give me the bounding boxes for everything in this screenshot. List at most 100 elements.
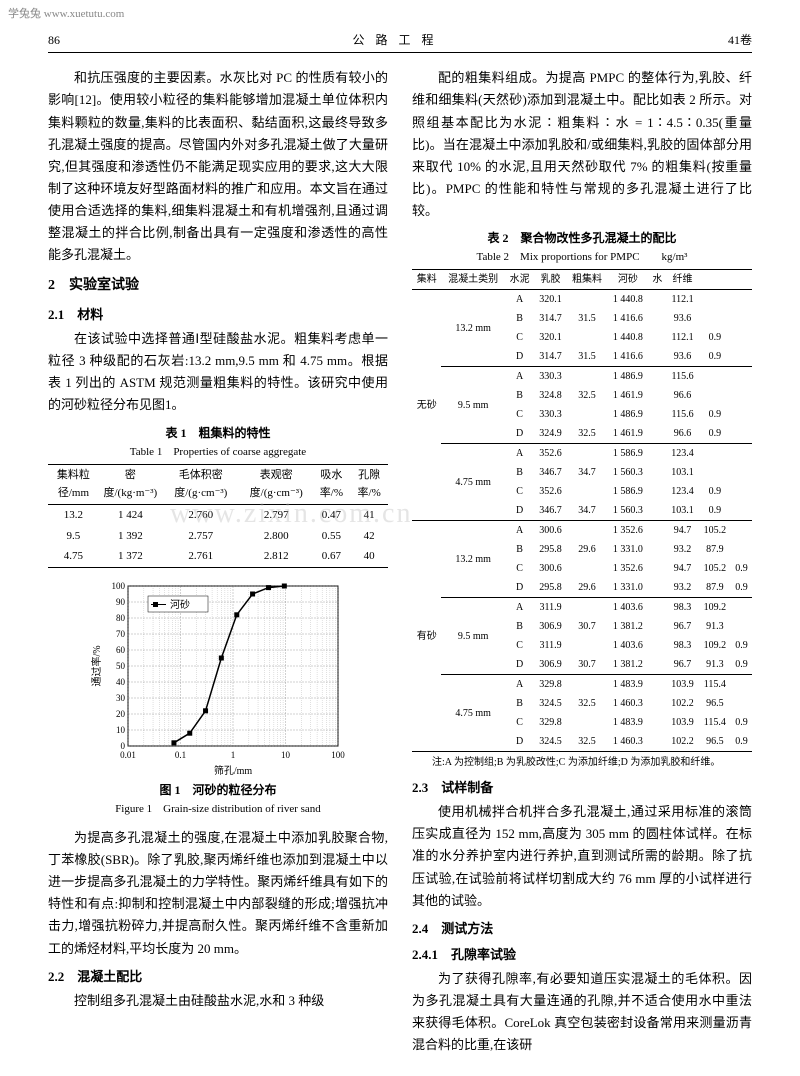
table-cell: 115.6 [666, 405, 698, 424]
table-cell: 1 416.6 [607, 347, 648, 367]
table-cell: 1 352.6 [607, 521, 648, 541]
section-2-4-1: 2.4.1 孔隙率试验 [412, 944, 752, 966]
table-cell: 42 [350, 526, 388, 547]
table-cell [567, 290, 608, 310]
table-cell: 329.8 [534, 675, 566, 695]
table-cell: 1 460.3 [607, 732, 648, 752]
table-cell: 329.8 [534, 713, 566, 732]
table-cell: 1 560.3 [607, 463, 648, 482]
table-cell: 93.2 [666, 578, 698, 598]
table-cell: 314.7 [534, 347, 566, 367]
svg-text:河砂: 河砂 [170, 598, 190, 611]
table-cell: 31.5 [567, 347, 608, 367]
table-cell [648, 694, 666, 713]
table-cell: 32.5 [567, 424, 608, 444]
paragraph: 为了获得孔隙率,有必要知道压实混凝土的毛体积。因为多孔混凝土具有大量连通的孔隙,… [412, 968, 752, 1056]
table-cell: C [505, 559, 534, 578]
svg-text:10: 10 [281, 750, 291, 760]
table-header: 纤维 [666, 270, 698, 290]
table-cell [648, 655, 666, 675]
section-2-3: 2.3 试样制备 [412, 777, 752, 799]
table-cell: 103.9 [666, 675, 698, 695]
section-2-4: 2.4 测试方法 [412, 918, 752, 940]
table-cell: 91.3 [699, 655, 731, 675]
table-cell: 1 392 [99, 526, 162, 547]
table-cell: 96.5 [699, 732, 731, 752]
table-cell: 96.7 [666, 655, 698, 675]
table-cell [648, 501, 666, 521]
table-cell: 324.5 [534, 694, 566, 713]
table-cell: D [505, 347, 534, 367]
table-cell: 91.3 [699, 617, 731, 636]
table-cell [567, 559, 608, 578]
table-cell: 2.812 [240, 546, 313, 567]
table-cell: C [505, 328, 534, 347]
page-header: 86 公 路 工 程 41卷 [48, 30, 752, 53]
svg-text:70: 70 [116, 629, 126, 639]
table-cell: 105.2 [699, 521, 731, 541]
page-number: 86 [48, 30, 98, 50]
table-cell: 311.9 [534, 636, 566, 655]
table-cell: 93.6 [666, 347, 698, 367]
table-cell: 352.6 [534, 482, 566, 501]
paragraph: 在该试验中选择普通Ⅰ型硅酸盐水泥。粗集料考虑单一粒径 3 种级配的石灰岩:13.… [48, 328, 388, 416]
table-cell: 1 461.9 [607, 424, 648, 444]
table-cell [648, 675, 666, 695]
table-cell: 96.7 [666, 617, 698, 636]
table1-caption-en: Table 1 Properties of coarse aggregate [48, 443, 388, 462]
table-cell: 30.7 [567, 617, 608, 636]
table-cell: 0.9 [731, 713, 752, 732]
section-2: 2 实验室试验 [48, 274, 388, 298]
table-cell: 2.797 [240, 504, 313, 525]
table-cell: 320.1 [534, 290, 566, 310]
table-cell: 1 483.9 [607, 675, 648, 695]
table-cell [731, 617, 752, 636]
volume: 41卷 [692, 30, 752, 50]
table-cell [648, 732, 666, 752]
table-cell: 1 440.8 [607, 328, 648, 347]
table-cell: 1 483.9 [607, 713, 648, 732]
table-cell: 1 461.9 [607, 386, 648, 405]
table-cell: 41 [350, 504, 388, 525]
table-cell: 330.3 [534, 405, 566, 424]
table-cell: 295.8 [534, 540, 566, 559]
journal-title: 公 路 工 程 [98, 30, 692, 50]
table2-caption: 表 2 聚合物改性多孔混凝土的配比 [412, 228, 752, 248]
table-cell [648, 347, 666, 367]
table-cell [731, 694, 752, 713]
table-cell: D [505, 501, 534, 521]
table-cell: 324.5 [534, 732, 566, 752]
table-cell: 300.6 [534, 521, 566, 541]
table-header: 水 [648, 270, 666, 290]
table-cell: 98.3 [666, 636, 698, 655]
size-label: 13.2 mm [441, 290, 504, 367]
table-cell: 123.4 [666, 482, 698, 501]
paragraph: 使用机械拌合机拌合多孔混凝土,通过采用标准的滚筒压实成直径为 152 mm,高度… [412, 801, 752, 911]
table-cell [648, 328, 666, 347]
table-cell: 109.2 [699, 636, 731, 655]
table-cell: 0.9 [731, 559, 752, 578]
table-cell: 330.3 [534, 367, 566, 387]
table-cell: C [505, 405, 534, 424]
table-cell: B [505, 694, 534, 713]
paragraph: 配的粗集料组成。为提高 PMPC 的整体行为,乳胶、纤维和细集料(天然砂)添加到… [412, 67, 752, 222]
table-cell: 115.4 [699, 713, 731, 732]
table-cell: 1 416.6 [607, 309, 648, 328]
table-cell [567, 482, 608, 501]
table-cell [567, 444, 608, 464]
table-cell [699, 444, 731, 464]
table-header: 乳胶 [534, 270, 566, 290]
table-cell [648, 444, 666, 464]
table-cell [567, 636, 608, 655]
table2-note: 注:A 为控制组;B 为乳胶改性;C 为添加纤维;D 为添加乳胶和纤维。 [412, 754, 752, 771]
table-cell: D [505, 578, 534, 598]
table-cell [648, 713, 666, 732]
table-cell: 1 486.9 [607, 405, 648, 424]
table-cell: 346.7 [534, 463, 566, 482]
table1-caption: 表 1 粗集料的特性 [48, 423, 388, 443]
table-cell: 320.1 [534, 328, 566, 347]
group-label: 有砂 [412, 521, 441, 752]
table-header: 表观密度/(g·cm⁻³) [240, 464, 313, 504]
group-label: 无砂 [412, 290, 441, 521]
table-cell: 109.2 [699, 598, 731, 618]
